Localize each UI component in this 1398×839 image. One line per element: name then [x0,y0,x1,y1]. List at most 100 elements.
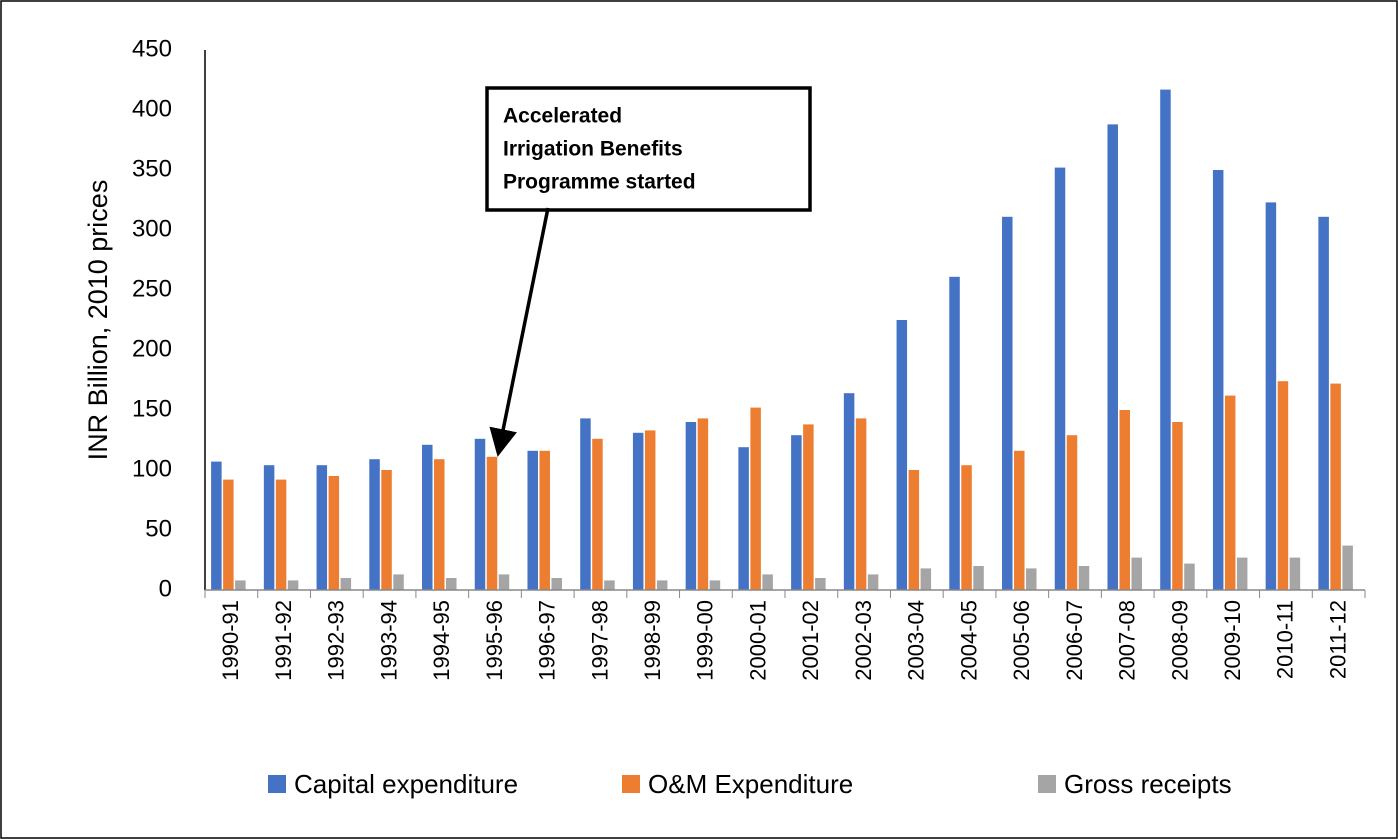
x-tick-label: 2007-08 [1115,600,1140,681]
bar [867,574,879,590]
x-tick-label: 2008-09 [1167,600,1192,681]
x-tick-label: 1992-93 [324,600,349,681]
y-tick-label: 400 [132,95,172,122]
bar [1131,557,1142,590]
bar [263,465,275,590]
bar [1277,381,1289,590]
bar [709,580,721,590]
bar [1342,545,1353,590]
bar [1265,202,1277,590]
bar [422,444,433,590]
y-tick-label: 50 [145,515,172,542]
bar [896,320,908,590]
x-tick-label: 1996-97 [535,600,560,681]
annotation-text: Irrigation Benefits [503,138,683,161]
bar [762,574,773,590]
bar [369,459,380,590]
bar [973,566,984,590]
annotation-text: Accelerated [503,105,622,128]
bar [328,476,340,590]
x-tick-label: 1991-92 [271,600,296,681]
y-tick-label: 300 [132,215,172,242]
bar [656,580,668,590]
bar [961,465,972,590]
x-tick-label: 1997-98 [587,600,612,681]
bar [1224,395,1236,590]
bar [697,418,709,590]
legend-swatch [268,775,286,793]
bar [750,407,761,590]
x-tick-label: 1998-99 [640,600,665,681]
x-tick-label: 1990-91 [218,600,243,681]
bar [434,459,445,590]
bar [486,456,498,590]
bar [275,479,287,590]
annotation-text: Programme started [503,171,696,194]
bar [738,447,749,590]
legend-swatch [1038,775,1056,793]
x-tick-label: 2000-01 [745,600,770,681]
legend-label: Gross receipts [1064,769,1232,799]
x-tick-label: 1995-96 [482,600,507,681]
bar [1002,216,1013,591]
x-tick-label: 2006-07 [1062,600,1087,681]
bar [223,479,234,590]
bar [855,418,867,590]
bar [803,424,814,590]
x-tick-label: 1993-94 [376,600,401,681]
x-tick-label: 1994-95 [429,600,454,681]
bar [1289,557,1301,590]
bar [604,580,615,590]
bar [644,430,656,590]
y-tick-label: 450 [132,35,172,62]
bar [580,418,591,590]
x-tick-label: 2004-05 [956,600,981,681]
bar [527,450,538,590]
bar [1330,383,1341,590]
bar [632,432,644,590]
y-tick-label: 100 [132,455,172,482]
bar [1107,124,1118,591]
bar [1119,410,1130,590]
bar [1160,89,1171,590]
annotation-box [485,86,812,212]
bar [1184,563,1195,590]
annotation-arrow [489,207,550,457]
legend-label: Capital expenditure [294,769,518,799]
bar [1014,450,1025,590]
bar [316,465,328,590]
bar [1066,435,1078,590]
bar [340,578,352,590]
bar [551,578,562,590]
x-tick-label: 2002-03 [851,600,876,681]
bar [908,470,920,590]
x-tick-label: 2009-10 [1220,600,1245,681]
bar [1236,557,1248,590]
y-tick-label: 350 [132,155,172,182]
bar [1054,167,1066,590]
bar [446,578,457,590]
bar [1172,422,1183,590]
bar [949,276,960,590]
bar [815,578,826,590]
bar [474,438,486,590]
bar [1026,568,1037,590]
bar [1212,170,1224,590]
y-tick-label: 250 [132,275,172,302]
x-tick-label: 2001-02 [798,600,823,681]
bar [920,568,932,590]
legend-label: O&M Expenditure [648,769,853,799]
y-axis-label: INR Billion, 2010 prices [83,180,113,461]
bar [287,580,299,590]
legend-swatch [622,775,640,793]
y-tick-label: 0 [159,575,172,602]
bar [235,580,246,590]
bar [791,435,802,590]
bar [498,574,510,590]
bar [685,422,697,590]
bar [211,461,222,590]
bar [393,574,404,590]
bar [1078,566,1090,590]
y-tick-label: 200 [132,335,172,362]
